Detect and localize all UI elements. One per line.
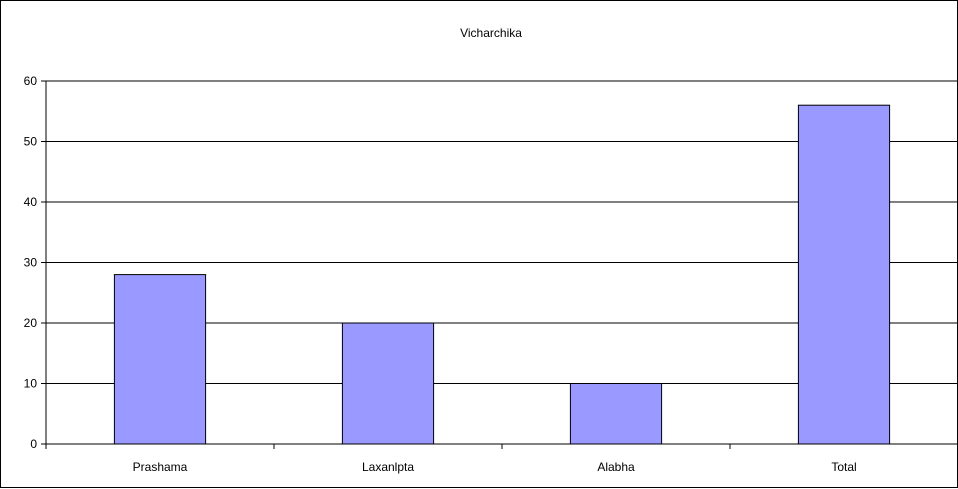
bar-alabha bbox=[569, 383, 663, 445]
x-tick-label: Total bbox=[831, 460, 856, 474]
y-tick-label: 30 bbox=[24, 256, 38, 270]
bar-prashama bbox=[113, 274, 207, 445]
bars bbox=[113, 104, 891, 445]
y-tick-label: 40 bbox=[24, 195, 38, 209]
chart-title: Vicharchika bbox=[460, 26, 522, 40]
bar-total bbox=[797, 104, 891, 445]
x-axis: Prashama Laxanlpta Alabha Total bbox=[45, 443, 958, 474]
x-tick-label: Prashama bbox=[133, 460, 188, 474]
y-axis: 0 10 20 30 40 50 60 bbox=[24, 74, 47, 451]
bar-laxanlpta bbox=[341, 322, 435, 445]
x-tick-label: Alabha bbox=[597, 460, 635, 474]
y-tick-label: 50 bbox=[24, 135, 38, 149]
x-tick-label: Laxanlpta bbox=[362, 460, 414, 474]
y-tick-label: 20 bbox=[24, 316, 38, 330]
y-tick-label: 10 bbox=[24, 377, 38, 391]
y-tick-label: 60 bbox=[24, 74, 38, 88]
y-tick-label: 0 bbox=[30, 437, 37, 451]
